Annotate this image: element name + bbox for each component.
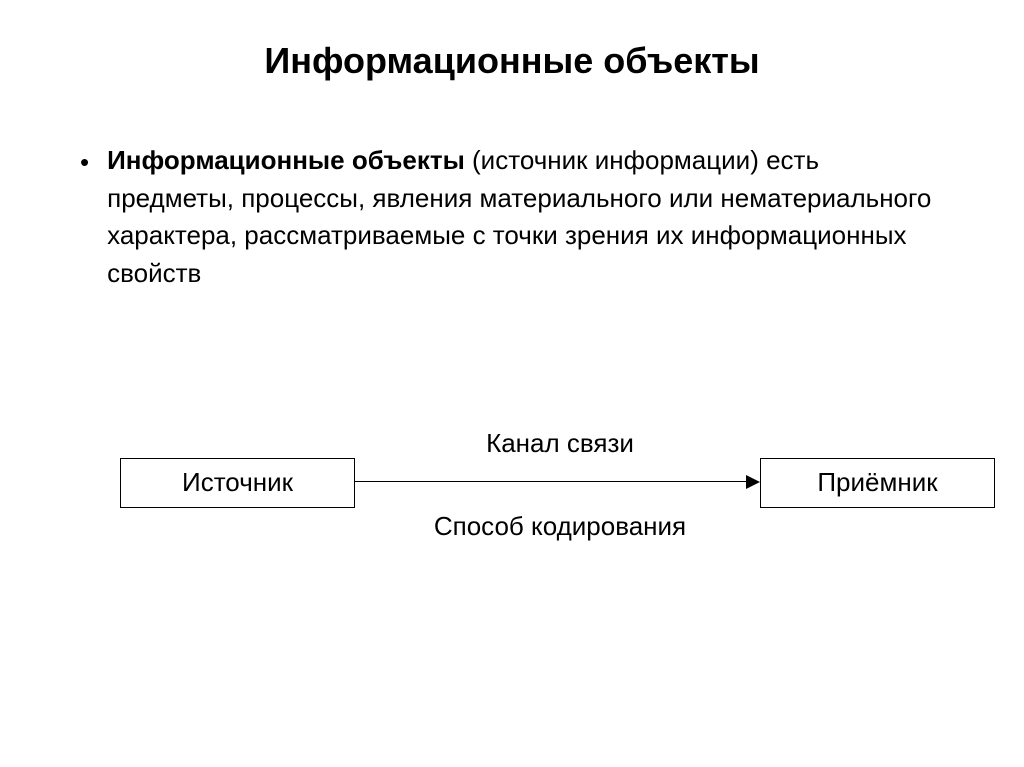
definition-text: Информационные объекты (источник информа…: [107, 142, 944, 293]
bullet-marker: •: [80, 144, 89, 180]
edge-label-below: Способ кодирования: [405, 511, 715, 542]
definition-term: Информационные объекты: [107, 145, 472, 175]
arrow-head-icon: [746, 475, 760, 489]
communication-flowchart: Канал связи Источник Приёмник Способ код…: [120, 413, 1000, 543]
edge-arrow: [355, 481, 760, 483]
edge-label-above: Канал связи: [405, 428, 715, 459]
node-source-label: Источник: [182, 467, 293, 498]
node-receiver-label: Приёмник: [817, 467, 937, 498]
node-receiver: Приёмник: [760, 458, 995, 508]
definition-bullet: • Информационные объекты (источник инфор…: [80, 142, 944, 293]
page-title: Информационные объекты: [50, 40, 974, 82]
node-source: Источник: [120, 458, 355, 508]
arrow-line: [355, 481, 753, 483]
